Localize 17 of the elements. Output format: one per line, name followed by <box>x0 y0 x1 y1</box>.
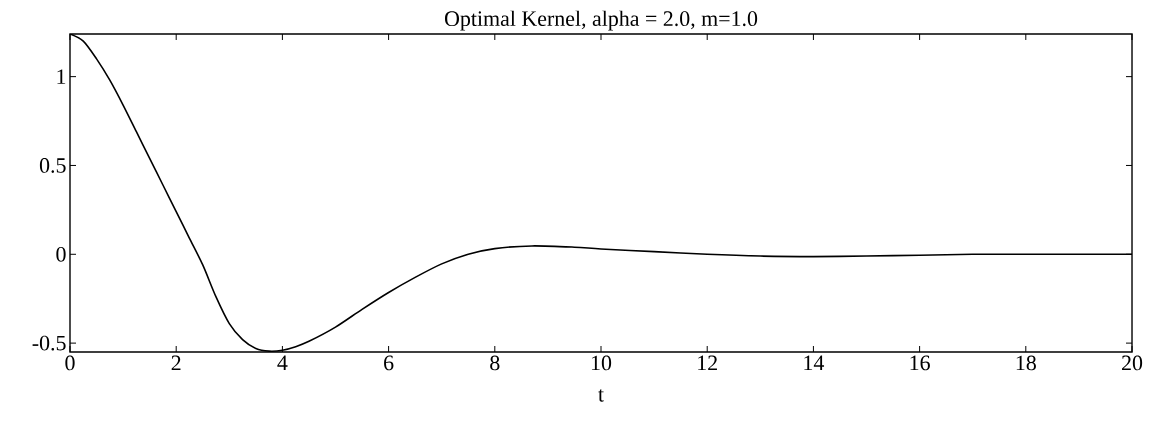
x-tick-label: 16 <box>910 355 930 371</box>
x-tick-label: 10 <box>591 355 612 371</box>
y-tick-label: 0 <box>56 246 66 262</box>
x-tick-label: 6 <box>384 355 394 371</box>
line-series <box>70 34 1133 352</box>
x-tick-label: 12 <box>698 355 717 371</box>
chart-title: Optimal Kernel, alpha = 2.0, m=1.0 <box>444 10 758 31</box>
x-tick-label: 8 <box>490 355 500 371</box>
y-tick-label: 0.5 <box>39 158 66 173</box>
x-tick-label: 20 <box>1122 355 1143 371</box>
x-tick-label: 14 <box>804 355 825 370</box>
y-tick-label: -0.5 <box>32 335 66 351</box>
x-tick-label: 2 <box>171 355 181 371</box>
x-tick-label: 18 <box>1016 355 1036 371</box>
x-tick-label: 4 <box>277 355 288 370</box>
x-axis-title: t <box>598 389 604 402</box>
y-tick-label: 1 <box>57 69 66 84</box>
